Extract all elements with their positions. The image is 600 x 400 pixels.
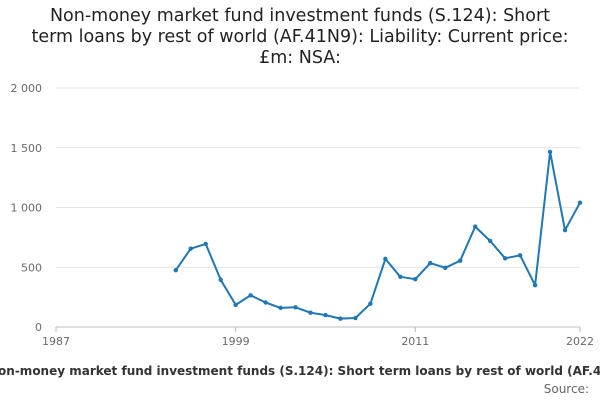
legend: Non-money market fund investment funds (… [0,364,600,378]
data-point[interactable] [413,277,418,282]
x-tick-label: 1999 [222,335,250,348]
data-point[interactable] [293,305,298,310]
data-point[interactable] [353,315,358,321]
x-tick-label: 2022 [566,335,594,348]
series-line [174,150,581,320]
data-point[interactable] [532,282,538,288]
y-tick-label: 0 [35,321,42,334]
data-point[interactable] [203,241,208,247]
data-point[interactable] [473,224,478,229]
data-point[interactable] [562,228,568,233]
data-point[interactable] [443,265,448,271]
data-point[interactable] [383,256,388,262]
y-tick-label: 500 [21,261,42,274]
y-tick-label: 1 000 [11,202,43,215]
data-point[interactable] [487,238,493,244]
data-point[interactable] [398,274,403,280]
data-point[interactable] [517,253,523,258]
y-tick-label: 2 000 [11,82,43,95]
data-point[interactable] [458,258,463,263]
data-point[interactable] [308,310,313,315]
gridlines [56,87,580,328]
series-group [173,149,583,321]
data-point[interactable] [188,246,193,251]
data-point[interactable] [577,200,583,205]
y-tick-label: 1 500 [11,142,43,155]
data-point[interactable] [173,268,178,273]
data-point[interactable] [233,302,238,308]
data-point[interactable] [248,293,253,298]
data-point[interactable] [547,149,553,155]
x-tick-label: 2011 [401,335,429,348]
data-point[interactable] [323,312,328,318]
legend-label: Non-money market fund investment funds (… [0,364,600,378]
chart-title: Non-money market fund investment funds (… [31,6,569,68]
data-point[interactable] [263,300,268,305]
x-axis: 1987 1999 2011 2022 [42,326,594,348]
data-point[interactable] [502,256,508,261]
x-tick-label: 1987 [42,335,70,348]
data-point[interactable] [428,260,433,266]
data-point[interactable] [338,316,343,321]
data-point[interactable] [218,277,223,282]
source-label: Source: [543,382,589,396]
data-point[interactable] [368,301,373,306]
y-axis-ticks: 0 500 1 000 1 500 2 000 [11,82,43,334]
data-point[interactable] [278,305,283,311]
